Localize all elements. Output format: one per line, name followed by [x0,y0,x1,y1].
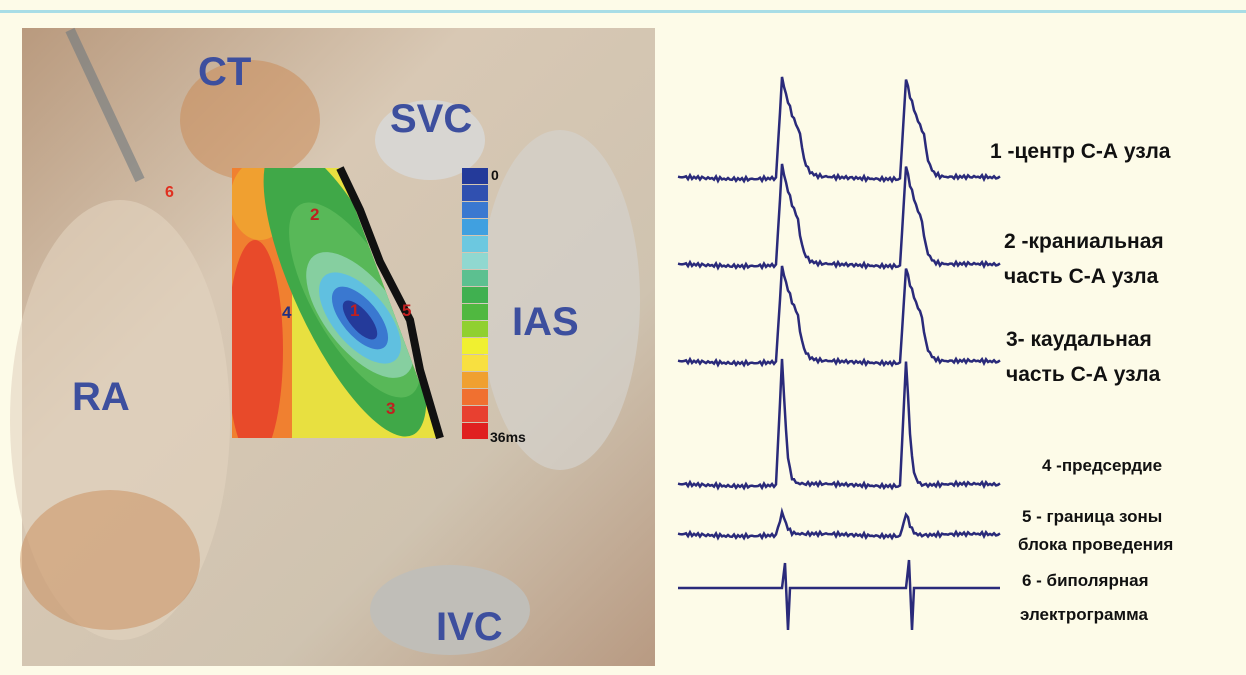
colorbar-cell [462,253,488,269]
anatomy-label: IAS [512,300,579,344]
top-rule [0,10,1246,13]
colorbar-cell [462,304,488,320]
colorbar-cell [462,287,488,303]
trace-label: 1 -центр С-А узла [990,140,1171,163]
trace-label: блока проведения [1018,535,1173,554]
anatomy-label: IVC [436,605,503,649]
trace-label: часть С-А узла [1006,363,1161,386]
colorbar-cell [462,236,488,252]
colorbar-label: 0 [491,167,499,183]
site-marker: 6 [165,184,174,201]
trace-label: 4 -предсердие [1042,456,1162,475]
colorbar-cell [462,185,488,201]
colorbar-cell [462,168,488,184]
page: 0 36ms 1 -центр С-А узла 2 -краниальная час… [0,0,1246,675]
colorbar-cell [462,338,488,354]
colorbar-cell [462,406,488,422]
trace-label: 3- каудальная [1006,328,1152,351]
map-marker: 3 [386,399,395,418]
map-marker: 2 [310,205,319,224]
anatomy-label: SVC [390,97,472,141]
colorbar-label: 36ms [490,429,526,445]
colorbar-cell [462,270,488,286]
colorbar-cell [462,355,488,371]
colorbar-cell [462,219,488,235]
trace-label: 2 -краниальная [1004,230,1164,253]
anatomy-label: RA [72,375,130,419]
colorbar-cell [462,202,488,218]
figure: 0 36ms 1 -центр С-А узла 2 -краниальная час… [0,0,1246,675]
trace-label: 5 - граница зоны [1022,507,1162,526]
colorbar-cell [462,423,488,439]
trace-label: 6 - биполярная [1022,571,1149,590]
trace-label: электрограмма [1020,605,1148,624]
colorbar-cell [462,389,488,405]
map-marker: 1 [350,301,359,320]
anatomy-label: CT [198,50,251,94]
trace-label: часть С-А узла [1004,265,1159,288]
colorbar-cell [462,321,488,337]
colorbar-cell [462,372,488,388]
map-marker: 4 [282,303,292,322]
map-marker: 5 [402,301,411,320]
